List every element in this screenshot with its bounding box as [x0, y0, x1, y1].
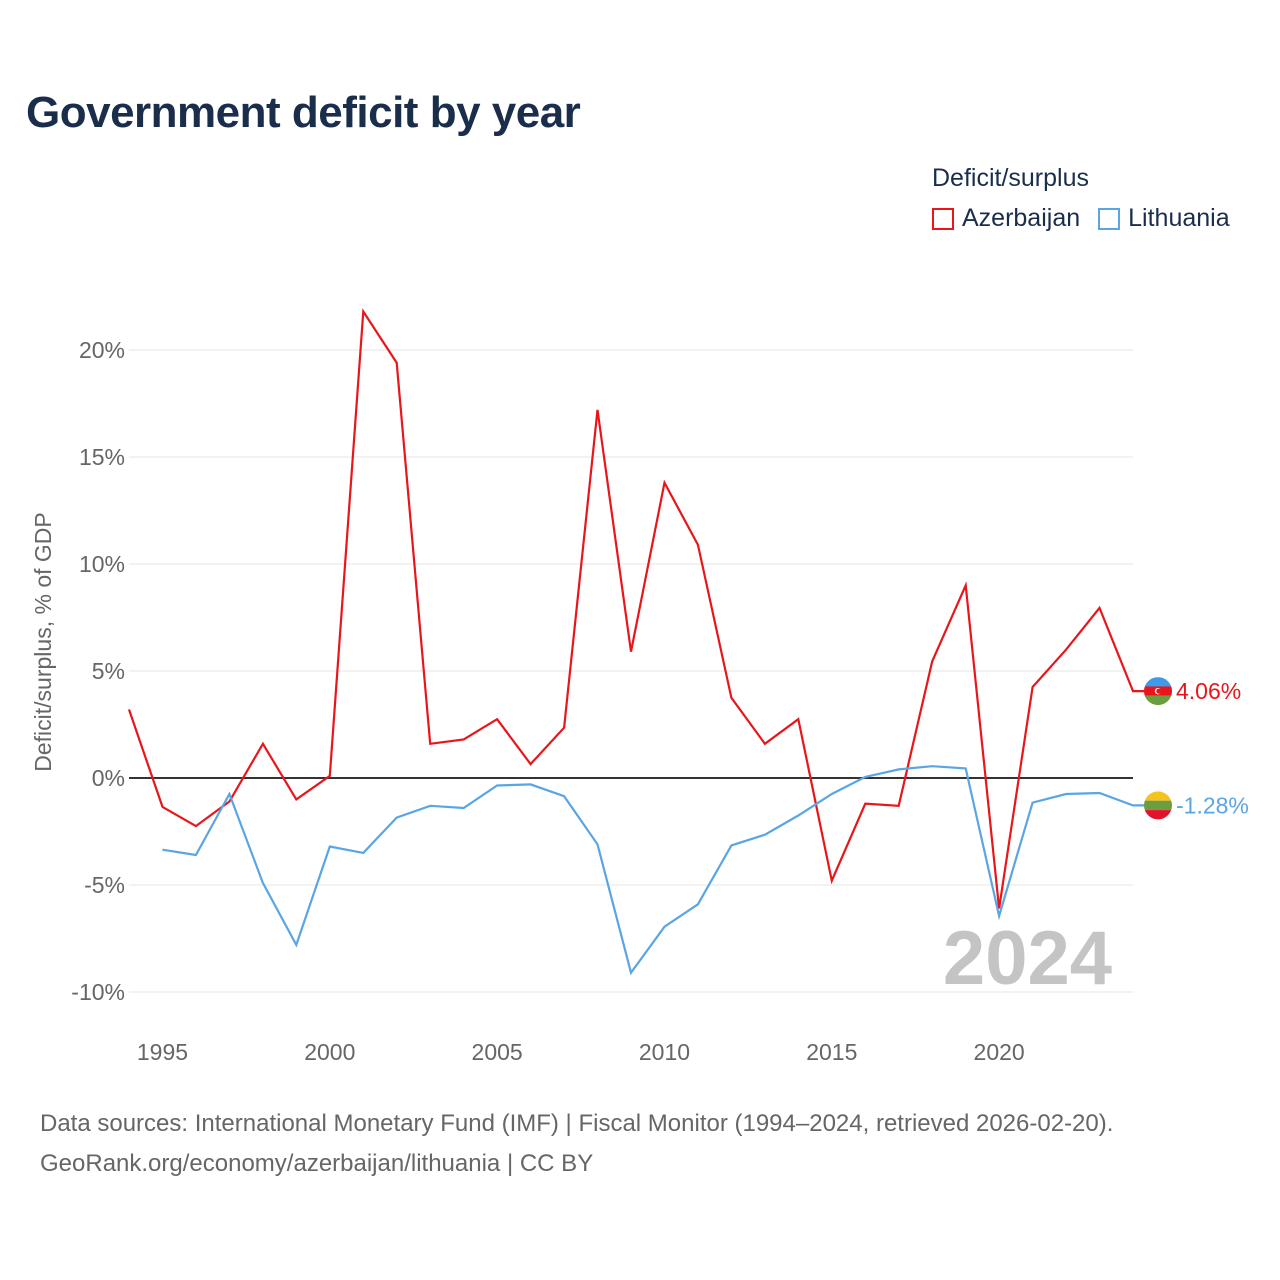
legend-swatch-lithuania: [1098, 207, 1121, 230]
lithuania-flag-icon: [1144, 791, 1172, 820]
x-tick-labels: 1995 2000 2005 2010 2015 2020: [137, 1039, 1025, 1065]
grid-lines: [129, 349, 1133, 993]
legend-label-azerbaijan: Azerbaijan: [962, 204, 1081, 232]
y-axis-label: Deficit/surplus, % of GDP: [30, 512, 56, 771]
x-tick-label: 2015: [806, 1039, 857, 1065]
x-tick-label: 1995: [137, 1039, 188, 1065]
series-line-lithuania: [162, 765, 1158, 976]
legend-title: Deficit/surplus: [932, 164, 1089, 192]
x-tick-label: 2020: [974, 1039, 1025, 1065]
y-tick-labels: -10% -5% 0% 5% 10% 15% 20%: [71, 337, 125, 1005]
end-label-azerbaijan: 4.06%: [1176, 678, 1241, 704]
chart-title: Government deficit by year: [26, 88, 581, 137]
series-line-azerbaijan: [127, 308, 1158, 909]
x-tick-label: 2005: [472, 1039, 523, 1065]
footer-sources: Data sources: International Monetary Fun…: [40, 1110, 1114, 1137]
x-tick-label: 2010: [639, 1039, 690, 1065]
azerbaijan-flag-icon: [1144, 677, 1172, 706]
y-tick-label: -10%: [71, 979, 125, 1005]
y-tick-label: -5%: [84, 872, 125, 898]
end-label-lithuania: -1.28%: [1176, 792, 1249, 818]
legend-item-azerbaijan[interactable]: Azerbaijan: [932, 204, 1080, 233]
year-watermark: 2024: [943, 916, 1112, 1001]
footer-credit: GeoRank.org/economy/azerbaijan/lithuania…: [40, 1150, 594, 1177]
y-tick-label: 0%: [92, 765, 125, 791]
end-labels: 4.06% -1.28%: [1176, 678, 1249, 818]
legend: Deficit/surplus Azerbaijan Lithuania: [932, 162, 1230, 233]
x-tick-label: 2000: [304, 1039, 355, 1065]
legend-swatch-azerbaijan: [932, 207, 954, 230]
legend-item-lithuania[interactable]: Lithuania: [1098, 204, 1230, 233]
legend-label-lithuania: Lithuania: [1128, 204, 1230, 232]
y-tick-label: 5%: [92, 658, 125, 684]
y-tick-label: 15%: [79, 444, 125, 470]
y-tick-label: 10%: [79, 551, 125, 577]
footer: Data sources: International Monetary Fun…: [40, 1104, 1113, 1184]
y-tick-label: 20%: [79, 337, 125, 363]
series-lines: [127, 308, 1158, 976]
